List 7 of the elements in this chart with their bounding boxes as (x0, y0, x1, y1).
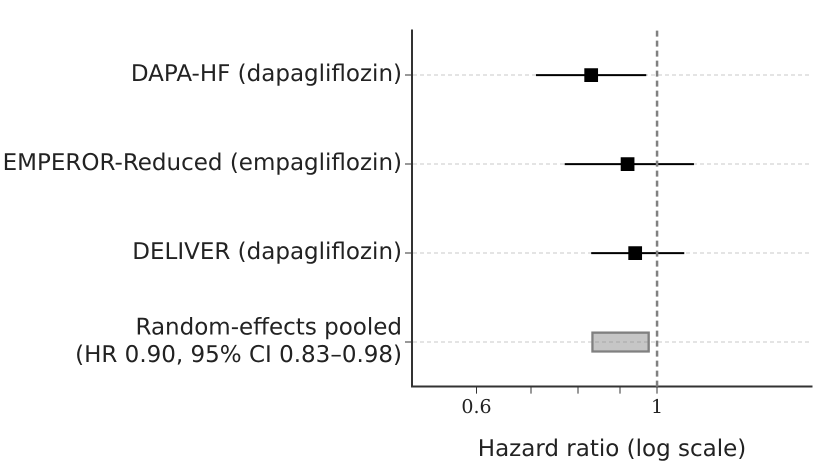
x-tick-label: 1 (651, 396, 664, 418)
y-tick-label: DELIVER (dapagliflozin) (132, 239, 402, 266)
x-tick-label: 0.6 (461, 396, 492, 418)
x-axis-title: Hazard ratio (log scale) (478, 436, 746, 462)
y-tick-label: Random-effects pooled (HR 0.90, 95% CI 0.83–0.98) (75, 314, 402, 368)
y-tick-label: DAPA-HF (dapagliflozin) (130, 61, 402, 88)
y-tick-label: EMPEROR-Reduced (empagliflozin) (2, 150, 402, 176)
